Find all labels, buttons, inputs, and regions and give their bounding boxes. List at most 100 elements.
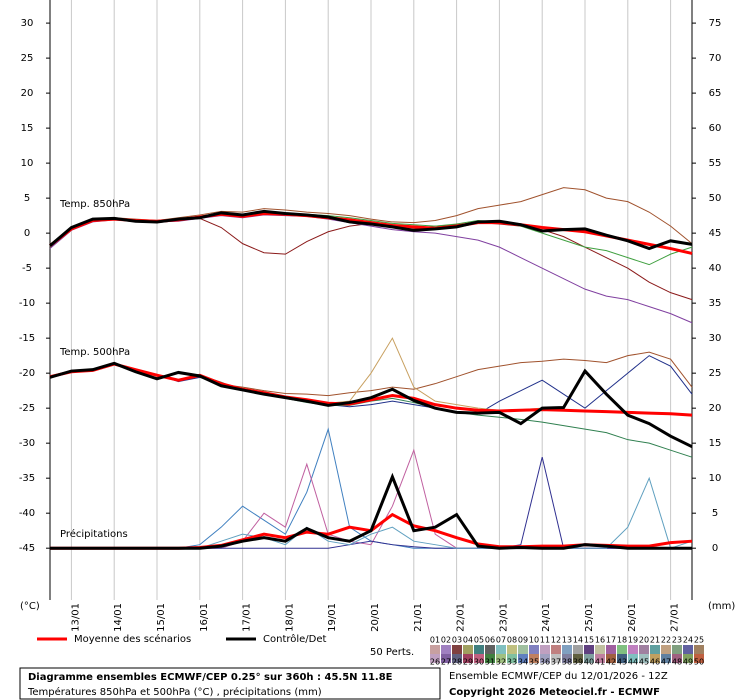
y-tick-label: -20 [19, 368, 35, 379]
y2-tick-label: 70 [709, 53, 722, 64]
member-swatch [672, 645, 682, 654]
member-label: 18 [617, 636, 627, 645]
member-swatch [672, 654, 682, 663]
member-label: 19 [628, 636, 638, 645]
annotation: Temp. 850hPa [59, 199, 130, 210]
member-label: 38 [562, 658, 572, 667]
y-tick-label: -30 [19, 438, 35, 449]
x-tick-label: 22/01 [456, 603, 467, 632]
member-label: 04 [463, 636, 473, 645]
member-label: 34 [518, 658, 528, 667]
member-swatch [518, 654, 528, 663]
member-swatch [529, 645, 539, 654]
member-swatch [694, 645, 704, 654]
member-swatch [562, 645, 572, 654]
member-label: 43 [617, 658, 627, 667]
member-swatch [606, 654, 616, 663]
member-label: 05 [474, 636, 484, 645]
y2-tick-label: 75 [709, 18, 722, 29]
member-label: 44 [628, 658, 638, 667]
member-label: 50 [694, 658, 704, 667]
y-axis-label: (°C) [20, 601, 40, 612]
member-swatch [661, 654, 671, 663]
member-label: 49 [683, 658, 693, 667]
x-tick-label: 13/01 [70, 603, 81, 632]
x-tick-label: 21/01 [413, 603, 424, 632]
member-swatch [584, 654, 594, 663]
y2-tick-label: 35 [709, 298, 722, 309]
member-label: 25 [694, 636, 704, 645]
member-swatch [551, 645, 561, 654]
member-label: 11 [540, 636, 550, 645]
x-tick-label: 20/01 [370, 603, 381, 632]
member-swatch [518, 645, 528, 654]
member-swatch [496, 654, 506, 663]
member-swatch [463, 645, 473, 654]
y-tick-label: -15 [19, 333, 35, 344]
member-label: 39 [573, 658, 583, 667]
y-tick-label: 5 [24, 193, 30, 204]
member-swatch [507, 645, 517, 654]
member-swatch [441, 645, 451, 654]
x-tick-label: 14/01 [113, 603, 124, 632]
ensemble-label: 50 Perts. [370, 647, 414, 658]
y2-tick-label: 40 [709, 263, 722, 274]
member-label: 32 [496, 658, 506, 667]
x-tick-label: 26/01 [627, 603, 638, 632]
legend-label: Contrôle/Det [263, 633, 327, 645]
member-swatch [683, 645, 693, 654]
member-swatch [463, 654, 473, 663]
x-tick-label: 24/01 [541, 603, 552, 632]
y-tick-label: -25 [19, 403, 35, 414]
member-swatch [628, 645, 638, 654]
x-tick-label: 18/01 [284, 603, 295, 632]
annotation: Précipitations [60, 528, 128, 540]
y2-tick-label: 25 [709, 368, 722, 379]
y-tick-label: -35 [19, 473, 35, 484]
member-label: 08 [507, 636, 517, 645]
member-label: 36 [540, 658, 550, 667]
member-swatch [617, 645, 627, 654]
member-label: 42 [606, 658, 616, 667]
x-tick-label: 15/01 [156, 603, 167, 632]
member-swatch [529, 654, 539, 663]
y-tick-label: 0 [24, 228, 30, 239]
member-label: 15 [584, 636, 594, 645]
member-swatch [507, 654, 517, 663]
member-label: 09 [518, 636, 528, 645]
series-line [49, 361, 693, 449]
y2-tick-label: 10 [709, 473, 722, 484]
y-tick-label: 15 [21, 123, 34, 134]
member-swatch [485, 654, 495, 663]
member-swatch [606, 645, 616, 654]
member-label: 40 [584, 658, 594, 667]
member-swatch [430, 645, 440, 654]
member-label: 12 [551, 636, 561, 645]
member-label: 23 [672, 636, 682, 645]
member-swatch [628, 654, 638, 663]
member-label: 37 [551, 658, 561, 667]
member-label: 47 [661, 658, 671, 667]
y2-tick-label: 20 [709, 403, 722, 414]
member-swatch [540, 654, 550, 663]
member-swatch [595, 654, 605, 663]
member-label: 14 [573, 636, 583, 645]
member-swatch [474, 645, 484, 654]
member-label: 07 [496, 636, 506, 645]
member-swatch [650, 654, 660, 663]
member-label: 27 [441, 658, 451, 667]
footer-run: Ensemble ECMWF/CEP du 12/01/2026 - 12Z [449, 671, 668, 682]
member-swatch [540, 645, 550, 654]
y2-tick-label: 50 [709, 193, 722, 204]
footer-title: Diagramme ensembles ECMWF/CEP 0.25° sur … [28, 672, 393, 683]
y-tick-label: -10 [19, 298, 35, 309]
member-label: 20 [639, 636, 649, 645]
y-tick-label: 30 [21, 18, 34, 29]
x-tick-label: 16/01 [199, 603, 210, 632]
y-tick-label: 25 [21, 53, 34, 64]
member-swatch [683, 654, 693, 663]
member-swatch [452, 654, 462, 663]
member-label: 41 [595, 658, 605, 667]
y2-tick-label: 45 [709, 228, 722, 239]
